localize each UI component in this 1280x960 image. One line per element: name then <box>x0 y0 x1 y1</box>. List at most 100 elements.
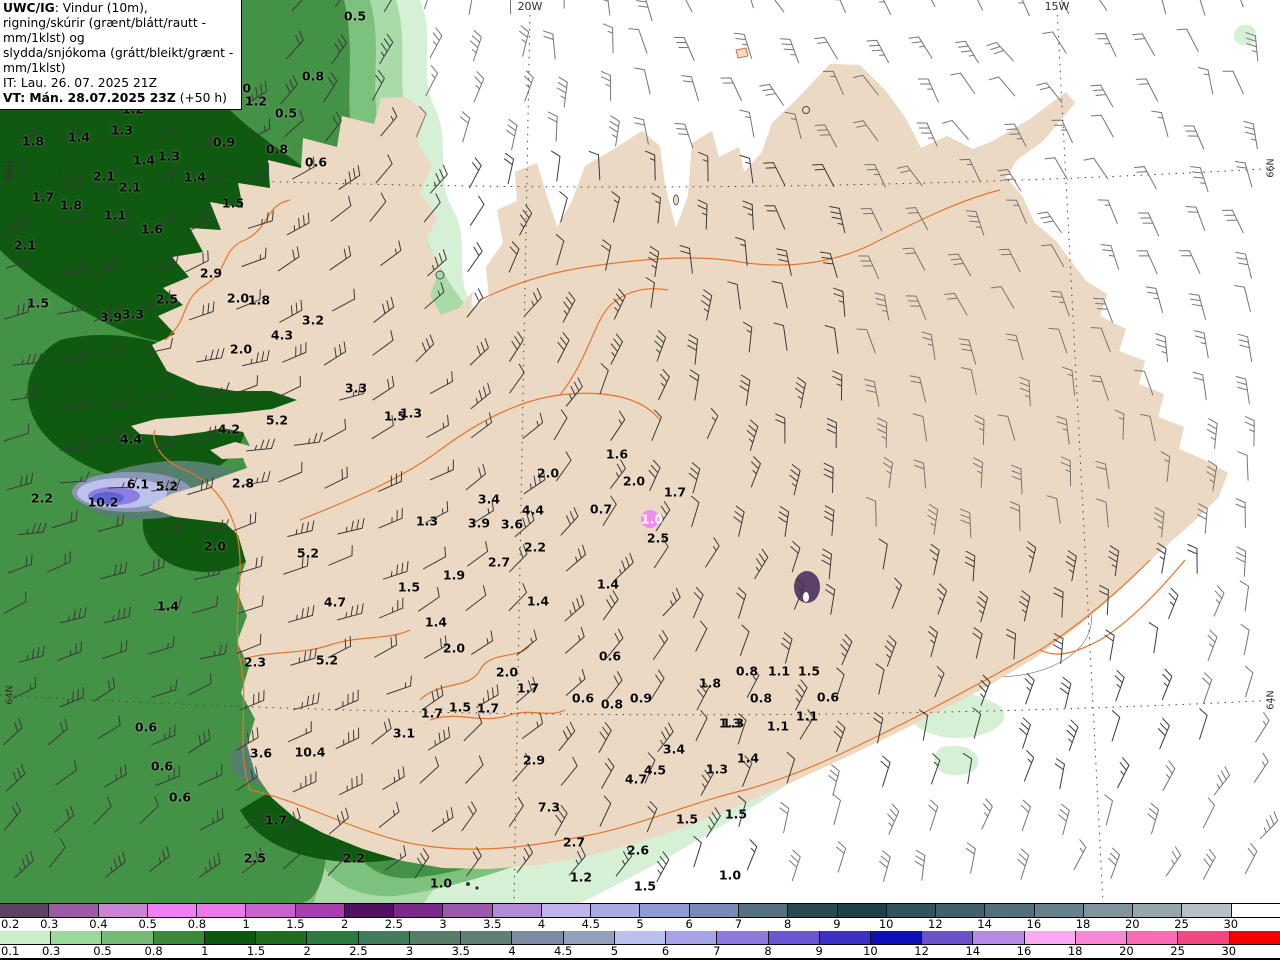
colorbar-segment <box>408 931 461 944</box>
colorbar-segment <box>1177 931 1229 944</box>
colorbar-segment <box>972 931 1024 944</box>
colorbar-segment <box>540 904 591 917</box>
colorbar-tick-label: 5 <box>636 917 644 931</box>
colorbar-tick-label: 0.8 <box>187 917 207 931</box>
colorbar-segment <box>665 931 717 944</box>
colorbar-segment <box>1181 904 1231 917</box>
colorbar-segment <box>869 931 922 944</box>
wind-barbs-layer <box>0 0 1279 882</box>
colorbar-segment <box>294 904 344 917</box>
colorbar-segment <box>639 904 689 917</box>
colorbar-tick-label: 16 <box>1026 917 1042 931</box>
colorbar-segment <box>152 931 204 944</box>
rain-colorbar-labels: 0.1 0.3 0.5 0.8 1 1.5 2 2.5 3 3.5 4 4.5 5 6 7 8 9 10 12 14 1… <box>0 944 1280 958</box>
colorbar-tick-label: 10 <box>863 944 878 958</box>
colorbar-segment <box>1074 931 1127 944</box>
colorbar-segment <box>688 904 738 917</box>
colorbar-segment <box>921 931 973 944</box>
legend-sleet-line: slydda/snjókoma (grátt/bleikt/grænt - mm… <box>3 46 234 75</box>
colorbar-tick-label: 9 <box>815 944 823 958</box>
colorbar-tick-label: 8 <box>784 917 792 931</box>
colorbar-tick-label: 1.5 <box>286 917 305 931</box>
colorbar-segment <box>767 931 819 944</box>
colorbar-tick-label: 30 <box>1221 944 1237 958</box>
road-network <box>153 189 1186 850</box>
colorbar-segment <box>590 904 640 917</box>
sleet-max-blob <box>794 571 820 603</box>
colorbar-tick-label: 20 <box>1124 917 1140 931</box>
colorbar-tick-label: 0.2 <box>1 917 20 931</box>
colorbar-tick-label: 25 <box>1170 944 1185 958</box>
colorbar-segment <box>48 904 98 917</box>
latitude-label: 64N <box>4 685 16 705</box>
legend-init-time: IT: Lau. 26. 07. 2025 21Z <box>3 76 158 90</box>
colorbar-segment <box>935 904 985 917</box>
legend-title: UWC/IG: Vindur (10m), <box>3 1 148 15</box>
colorbar-segment <box>343 904 394 917</box>
colorbar-segment <box>1082 904 1133 917</box>
colorbar-segment <box>196 904 246 917</box>
colorbar-tick-label: 3.5 <box>451 944 470 958</box>
colorbar-tick-label: 1 <box>242 917 250 931</box>
colorbar-tick-label: 8 <box>764 944 772 958</box>
colorbar-segment <box>357 931 409 944</box>
colorbar-tick-label: 3 <box>439 917 447 931</box>
legend-rain-line: rigning/skúrir (grænt/blátt/rautt - mm/1… <box>3 16 207 45</box>
latitude-label: 66N <box>1265 158 1277 178</box>
colorbar-tick-label: 25 <box>1174 917 1189 931</box>
colorbar-tick-label: 4 <box>537 917 546 931</box>
colorbar-segment <box>306 931 358 944</box>
colorbar-tick-label: 12 <box>914 944 929 958</box>
colorbar-segment <box>491 904 541 917</box>
colorbar-segment <box>50 931 102 944</box>
colorbar-tick-label: 14 <box>965 944 981 958</box>
colorbar-tick-label: 0.3 <box>40 917 59 931</box>
colorbar-segment <box>245 904 295 917</box>
colorbar-tick-label: 1.5 <box>246 944 266 958</box>
latitude-label: 66N <box>4 160 16 180</box>
colorbar-segment <box>393 904 443 917</box>
colorbar-tick-label: 0.3 <box>42 944 61 958</box>
sleet-colorbar-labels: 0.2 0.3 0.4 0.5 0.8 1 1.5 2 2.5 3 3.5 4 4.5 5 6 7 8 9 10 12… <box>0 917 1280 931</box>
colorbar-tick-label: 0.5 <box>138 917 157 931</box>
colorbar-segment <box>146 904 197 917</box>
colorbar-tick-label: 30 <box>1223 917 1239 931</box>
colorbar-segment <box>716 931 768 944</box>
colorbar-tick-label: 2 <box>340 917 349 931</box>
snow-spot <box>641 510 659 528</box>
colorbar-segment <box>613 931 666 944</box>
colorbar-tick-label: 4.5 <box>581 917 600 931</box>
colorbar-tick-label: 0.1 <box>1 944 20 958</box>
colorbar-segment <box>97 904 147 917</box>
colorbar-tick-label: 2.5 <box>349 944 368 958</box>
colorbar-tick-label: 12 <box>928 917 943 931</box>
colorbar-tick-label: 14 <box>977 917 992 931</box>
colorbar-tick-label: 0.4 <box>89 917 108 931</box>
colorbar-segment <box>1023 931 1075 944</box>
legend-box: UWC/IG: Vindur (10m), rigning/skúrir (gr… <box>0 0 242 110</box>
longitude-label: 15W <box>1044 0 1070 13</box>
colorbar-segment <box>1126 931 1178 944</box>
map-canvas: UWC/IG: Vindur (10m), rigning/skúrir (gr… <box>0 0 1280 903</box>
colorbar-segment <box>1033 904 1083 917</box>
colorbar-tick-label: 6 <box>661 944 670 958</box>
colorbar-tick-label: 2.5 <box>384 917 403 931</box>
station-circle-markers <box>435 106 810 280</box>
colorbar-segment <box>787 904 837 917</box>
sleet-colorbar <box>0 904 1280 918</box>
colorbar-segment <box>0 931 51 944</box>
colorbar-segment <box>562 931 614 944</box>
rain-colorbar <box>0 931 1280 945</box>
colorbar-segment <box>1230 904 1280 917</box>
colorbar-segment <box>1132 904 1182 917</box>
colorbar-tick-label: 7 <box>713 944 721 958</box>
colorbar-segment <box>1228 931 1280 944</box>
colorbar-segment <box>511 931 563 944</box>
colorbar-segment <box>460 931 512 944</box>
colorbar-tick-label: 3 <box>405 944 414 958</box>
colorbar-segment <box>203 931 256 944</box>
colorbar-segment <box>737 904 788 917</box>
colorbar-tick-label: 1 <box>201 944 209 958</box>
latitude-label: 64N <box>1265 690 1277 710</box>
